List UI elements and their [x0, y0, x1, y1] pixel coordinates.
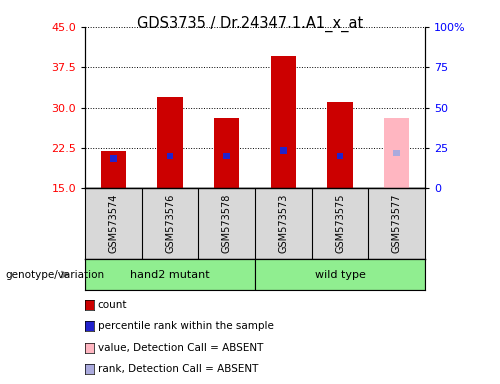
Text: count: count — [98, 300, 127, 310]
Text: value, Detection Call = ABSENT: value, Detection Call = ABSENT — [98, 343, 263, 353]
Text: percentile rank within the sample: percentile rank within the sample — [98, 321, 274, 331]
Text: genotype/variation: genotype/variation — [5, 270, 104, 280]
Text: GSM573573: GSM573573 — [278, 194, 288, 253]
Bar — [214, 118, 240, 188]
Bar — [85, 259, 255, 290]
Text: GSM573577: GSM573577 — [392, 194, 402, 253]
Text: wild type: wild type — [314, 270, 366, 280]
Bar — [166, 153, 173, 159]
Text: GSM573574: GSM573574 — [108, 194, 118, 253]
Bar — [270, 56, 296, 188]
Bar — [336, 153, 344, 159]
Bar — [384, 118, 409, 188]
Bar — [100, 151, 126, 188]
Text: GDS3735 / Dr.24347.1.A1_x_at: GDS3735 / Dr.24347.1.A1_x_at — [137, 15, 363, 31]
Text: GSM573575: GSM573575 — [335, 194, 345, 253]
Bar — [110, 156, 116, 162]
Bar — [280, 147, 286, 154]
Text: rank, Detection Call = ABSENT: rank, Detection Call = ABSENT — [98, 364, 258, 374]
Bar — [158, 97, 183, 188]
Bar — [224, 153, 230, 159]
Text: GSM573578: GSM573578 — [222, 194, 232, 253]
Bar — [394, 150, 400, 156]
Bar — [328, 102, 353, 188]
Text: hand2 mutant: hand2 mutant — [130, 270, 210, 280]
Bar — [255, 259, 425, 290]
Text: GSM573576: GSM573576 — [165, 194, 175, 253]
